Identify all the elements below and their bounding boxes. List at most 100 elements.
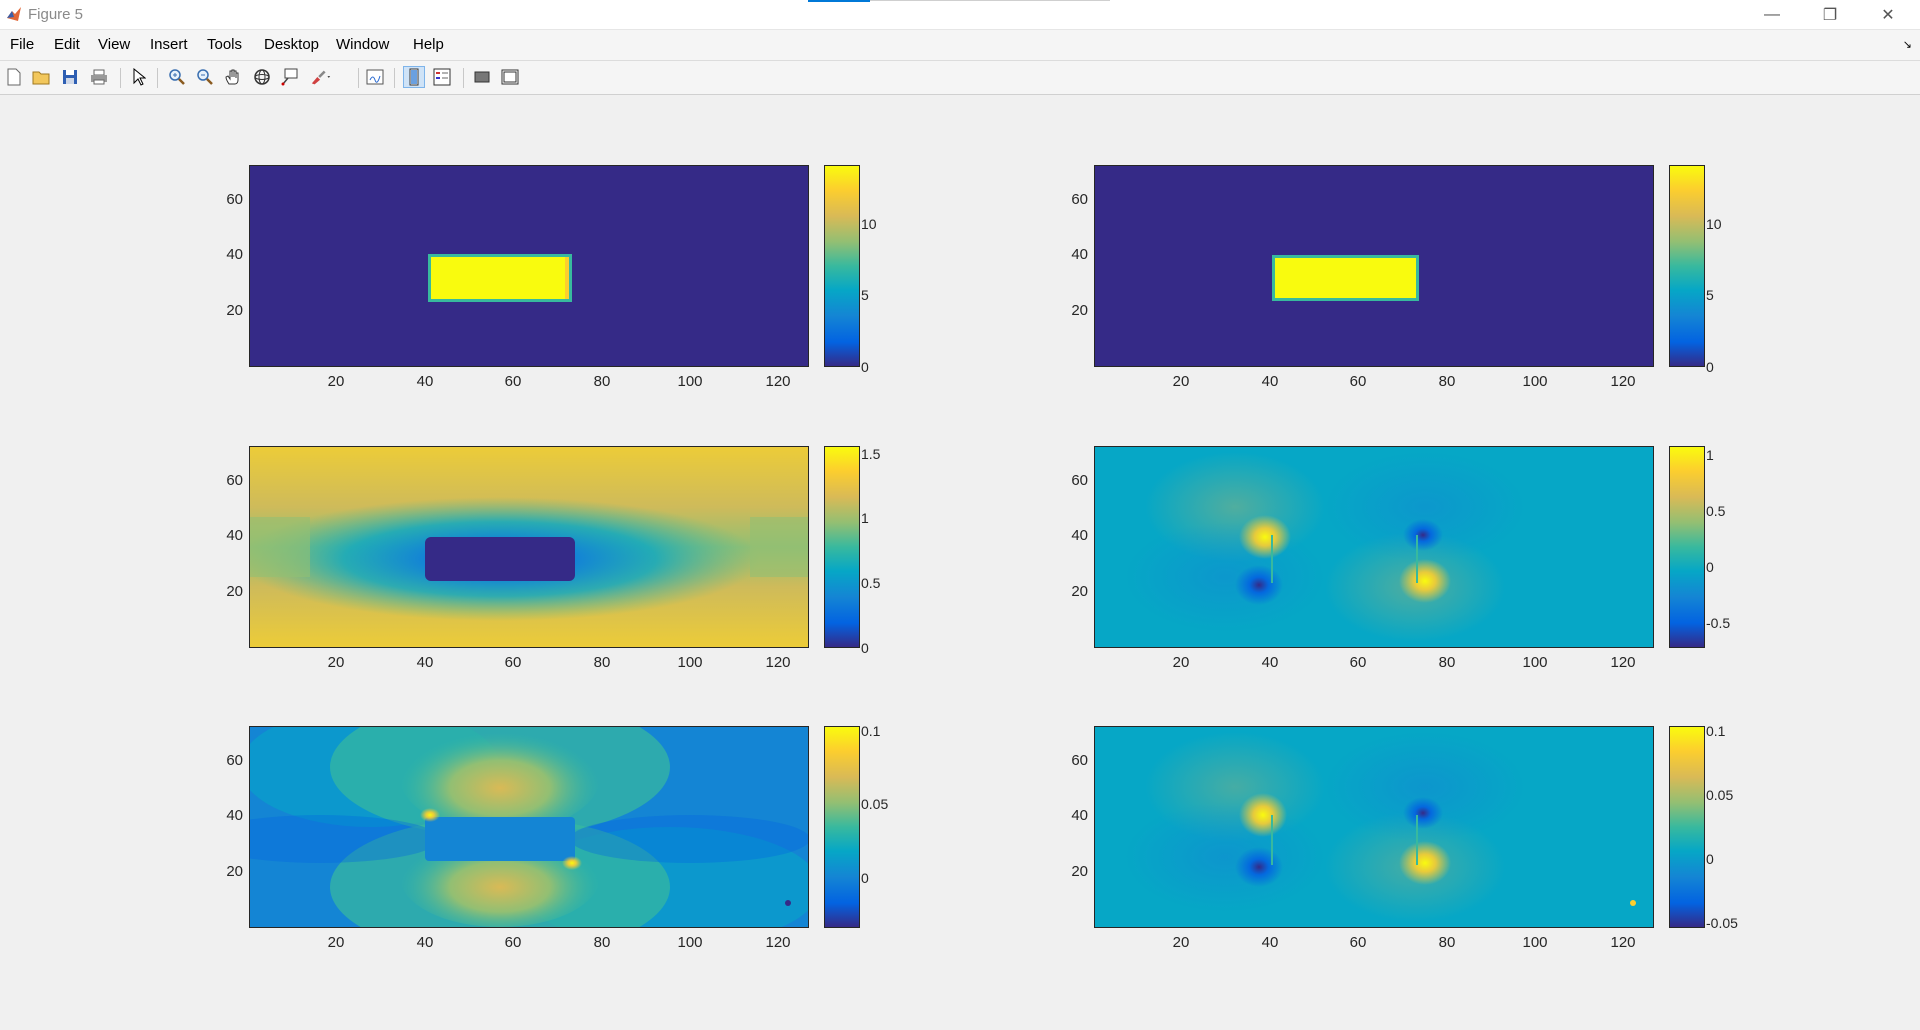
axes-6[interactable] — [1094, 726, 1654, 928]
x-tick-label: 20 — [1172, 654, 1190, 671]
title-accent — [808, 0, 870, 2]
colorbar-tick-label: 0.1 — [1706, 723, 1726, 739]
x-tick-label: 120 — [1610, 934, 1636, 951]
colorbar-4[interactable] — [1669, 446, 1705, 648]
y-tick-label: 20 — [1071, 302, 1088, 319]
print-icon[interactable] — [88, 66, 110, 88]
colorbar-tick-label: 10 — [1706, 216, 1722, 232]
hide-plot-tools-icon[interactable] — [471, 66, 493, 88]
x-tick-label: 80 — [593, 654, 611, 671]
show-plot-tools-icon[interactable] — [499, 66, 521, 88]
colorbar-2[interactable] — [1669, 165, 1705, 367]
axes-3[interactable] — [249, 446, 809, 648]
x-tick-label: 120 — [1610, 654, 1636, 671]
maximize-button[interactable]: ❐ — [1822, 6, 1838, 24]
y-tick-label: 40 — [226, 246, 243, 263]
title-accent-line — [870, 0, 1110, 1]
menu-view[interactable]: View — [98, 36, 131, 53]
close-button[interactable]: ✕ — [1881, 6, 1895, 24]
y-tick-label: 60 — [1071, 752, 1088, 769]
x-tick-label: 100 — [1522, 654, 1548, 671]
y-tick-label: 40 — [226, 527, 243, 544]
menu-help[interactable]: Help — [413, 36, 444, 53]
window-title: Figure 5 — [28, 6, 84, 23]
y-tick-label: 60 — [1071, 472, 1088, 489]
colorbar-tick-label: 10 — [861, 216, 877, 232]
x-tick-label: 40 — [416, 373, 434, 390]
colorbar-tick-label: 0.5 — [861, 575, 881, 591]
colorbar-3[interactable] — [824, 446, 860, 648]
x-tick-label: 120 — [765, 373, 791, 390]
legend-toggle-icon[interactable] — [431, 66, 453, 88]
colorbar-toggle-icon[interactable] — [403, 66, 425, 88]
axes-2[interactable] — [1094, 165, 1654, 367]
heatmap-2 — [1095, 166, 1653, 366]
colorbar-tick-label: 5 — [1706, 287, 1714, 303]
new-figure-icon[interactable] — [3, 66, 25, 88]
x-tick-label: 80 — [1438, 373, 1456, 390]
toolbar-separator — [157, 68, 158, 88]
title-bar: Figure 5 — ❐ ✕ — [0, 0, 1920, 30]
menu-file[interactable]: File — [10, 36, 35, 53]
x-tick-label: 40 — [416, 654, 434, 671]
minimize-button[interactable]: — — [1764, 5, 1780, 23]
x-tick-label: 100 — [677, 934, 703, 951]
colorbar-tick-label: 0.05 — [1706, 787, 1734, 803]
y-tick-label: 40 — [1071, 807, 1088, 824]
pointer-icon[interactable] — [128, 66, 150, 88]
x-tick-label: 100 — [677, 654, 703, 671]
heatmap-4 — [1095, 447, 1653, 647]
save-icon[interactable] — [59, 66, 81, 88]
x-tick-label: 60 — [1349, 654, 1367, 671]
menu-insert[interactable]: Insert — [150, 36, 188, 53]
menu-tools[interactable]: Tools — [207, 36, 243, 53]
heatmap-6 — [1095, 727, 1653, 927]
x-tick-label: 60 — [1349, 934, 1367, 951]
x-tick-label: 20 — [1172, 934, 1190, 951]
data-cursor-icon[interactable] — [279, 66, 301, 88]
x-tick-label: 120 — [765, 654, 791, 671]
x-tick-label: 100 — [1522, 934, 1548, 951]
y-tick-label: 40 — [1071, 246, 1088, 263]
colorbar-tick-label: 1 — [1706, 447, 1714, 463]
y-tick-label: 60 — [226, 752, 243, 769]
x-tick-label: 60 — [504, 373, 522, 390]
zoom-in-icon[interactable] — [166, 66, 188, 88]
axes-5[interactable] — [249, 726, 809, 928]
x-tick-label: 100 — [677, 373, 703, 390]
heatmap-3 — [250, 447, 808, 647]
colorbar-tick-label: 5 — [861, 287, 869, 303]
colorbar-5[interactable] — [824, 726, 860, 928]
colorbar-6[interactable] — [1669, 726, 1705, 928]
x-tick-label: 120 — [765, 934, 791, 951]
axes-4[interactable] — [1094, 446, 1654, 648]
open-file-icon[interactable] — [30, 66, 52, 88]
x-tick-label: 20 — [327, 373, 345, 390]
colorbar-tick-label: 0.5 — [1706, 503, 1726, 519]
axes-1[interactable] — [249, 165, 809, 367]
x-tick-label: 40 — [1261, 934, 1279, 951]
menu-desktop[interactable]: Desktop — [264, 36, 320, 53]
y-tick-label: 40 — [226, 807, 243, 824]
heatmap-5 — [250, 727, 808, 927]
dock-arrow-icon[interactable]: ↘ — [1902, 39, 1912, 51]
link-plot-icon[interactable] — [364, 66, 386, 88]
colorbar-tick-label: 1.5 — [861, 446, 881, 462]
rotate-3d-icon[interactable] — [251, 66, 273, 88]
y-tick-label: 20 — [226, 583, 243, 600]
x-tick-label: 100 — [1522, 373, 1548, 390]
x-tick-label: 20 — [1172, 373, 1190, 390]
x-tick-label: 60 — [504, 934, 522, 951]
colorbar-1[interactable] — [824, 165, 860, 367]
y-tick-label: 60 — [226, 472, 243, 489]
colorbar-tick-label: 0 — [861, 870, 869, 886]
pan-icon[interactable] — [222, 66, 244, 88]
figure-canvas[interactable]: 20 40 60 80 100 120 20 40 60 10 5 0 20 40 60 80 100 120 20… — [0, 95, 1920, 1030]
zoom-out-icon[interactable] — [194, 66, 216, 88]
colorbar-tick-label: 0 — [861, 359, 869, 375]
x-tick-label: 20 — [327, 654, 345, 671]
menu-edit[interactable]: Edit — [54, 36, 80, 53]
menu-window[interactable]: Window — [336, 36, 390, 53]
toolbar-separator — [394, 68, 395, 88]
brush-icon[interactable] — [310, 66, 332, 88]
